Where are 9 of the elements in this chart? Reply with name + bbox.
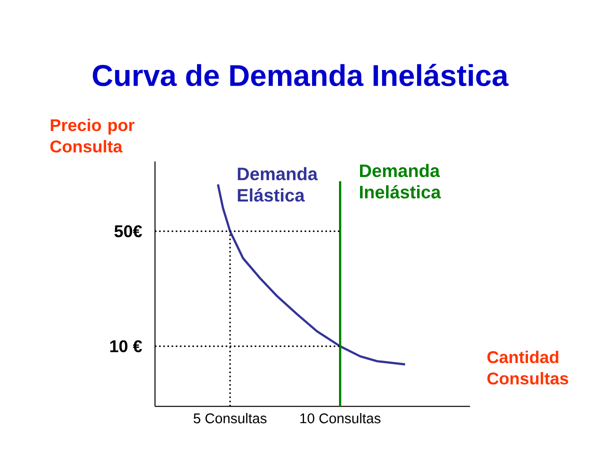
y-axis-title: Precio por Consulta (50, 118, 134, 153)
x-axis-title: Cantidad Consultas (487, 350, 568, 385)
series-label: Demanda Inelástica (360, 164, 441, 198)
y-tick-label: 50€ (114, 225, 142, 238)
chart-title: Curva de Demanda Inelástica (92, 64, 509, 86)
series-label: Demanda Elástica (238, 167, 318, 202)
y-tick-label: 10 € (110, 340, 142, 352)
x-tick-label: 10 Consultas (300, 413, 380, 424)
x-tick-label: 5 Consultas (194, 413, 267, 424)
